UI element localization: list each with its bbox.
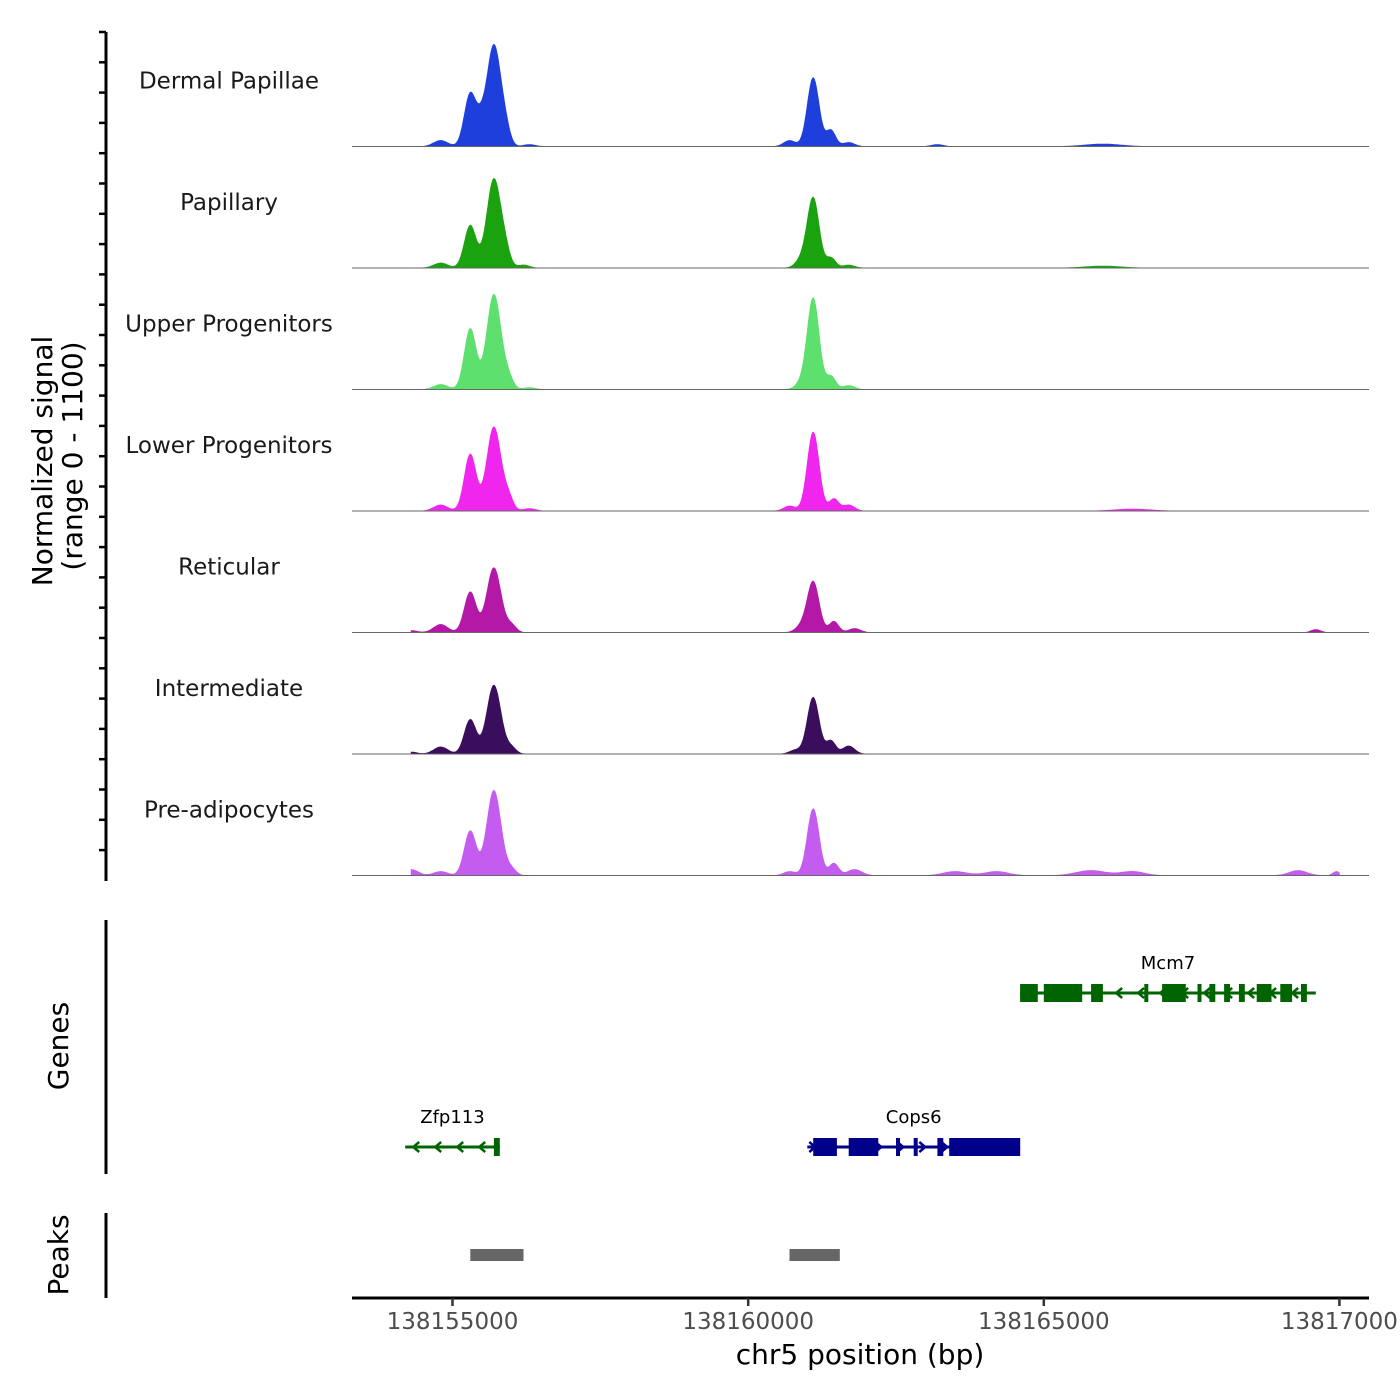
track-label: Reticular [178,555,280,581]
peaks-panel: Peaks [42,1213,840,1298]
coverage-y-ticks [99,30,106,852]
coverage-signal-area [411,426,1340,512]
coverage-track: Dermal Papillae [139,43,1369,147]
gene-exon [1144,984,1149,1002]
genes-panel: Genes Mcm7 Zfp113 Cops6 [42,920,1316,1174]
track-label: Dermal Papillae [139,69,319,95]
track-label: Lower Progenitors [126,433,333,459]
gene-exon [1162,984,1186,1002]
x-tick-label: 13817000 [1281,1309,1398,1335]
x-axis: 138155000 138160000 138165000 13817000 chr5… [352,1296,1398,1371]
peaks-y-axis-label: Peaks [42,1214,75,1295]
gene-exon [896,1138,900,1156]
gene-exon [913,1138,918,1156]
gene-exon [813,1138,837,1156]
coverage-y-axis-label-line1: Normalized signal [26,336,59,587]
coverage-panel: Normalized signal (range 0 - 1100) Derma… [26,30,1369,881]
coverage-y-axis-label-line2: (range 0 - 1100) [56,341,89,570]
gene-exon [1301,984,1307,1002]
x-tick-label: 138155000 [387,1309,519,1335]
gene-exon [493,1138,500,1156]
strand-arrow [1136,987,1145,999]
track-label: Papillary [180,190,278,216]
gene-exon [1224,984,1230,1002]
gene-model: Mcm7 [1020,953,1316,1002]
coverage-track: Upper Progenitors [125,293,1369,390]
gene-exon [1256,984,1272,1002]
track-label: Upper Progenitors [125,312,333,338]
strand-arrow [1114,987,1123,999]
gene-exon [949,1138,1021,1156]
x-tick-label: 138165000 [978,1309,1110,1335]
strand-arrow [455,1141,465,1153]
coverage-signal-area [411,178,1340,269]
track-label: Pre-adipocytes [144,798,314,824]
coverage-track: Papillary [180,178,1369,269]
coverage-signal-area [410,684,1340,755]
strand-arrow [1290,987,1299,999]
x-ticks: 138155000 138160000 138165000 13817000 [387,1298,1398,1335]
gene-exon [848,1138,879,1156]
gene-model: Cops6 [807,1107,1021,1156]
coverage-track: Reticular [178,555,1369,633]
gene-models: Mcm7 Zfp113 Cops6 [405,953,1316,1156]
gene-model: Zfp113 [405,1107,500,1156]
strand-arrow [1246,987,1255,999]
strand-arrow [918,1141,928,1153]
genes-y-axis-label: Genes [42,1002,75,1090]
peak-region [470,1249,524,1261]
coverage-signal-area [410,567,1340,633]
track-label: Intermediate [155,676,303,702]
gene-exon [1280,984,1293,1002]
strand-arrow [1202,987,1211,999]
coverage-signal-area [411,43,1340,147]
strand-arrow [477,1141,487,1153]
gene-exon [1091,984,1103,1002]
gene-exon [1020,984,1038,1002]
coverage-track: Intermediate [155,676,1369,755]
x-axis-label: chr5 position (bp) [736,1338,985,1371]
coverage-tracks: Dermal Papillae Papillary Upper Progenitor… [125,43,1369,876]
gene-exon [1043,984,1083,1002]
gene-label: Zfp113 [420,1107,484,1128]
strand-arrow [433,1141,443,1153]
coverage-track: Pre-adipocytes [144,790,1369,876]
gene-exon [1197,984,1202,1002]
coverage-signal-area [411,293,1340,390]
coverage-track: Lower Progenitors [126,426,1369,512]
peak-region [789,1249,840,1261]
gene-exon [1238,984,1245,1002]
gene-label: Cops6 [886,1107,942,1128]
strand-arrow [411,1141,421,1153]
coverage-signal-area [410,790,1340,876]
x-tick-label: 138160000 [682,1309,814,1335]
gene-exon [1209,984,1216,1002]
gene-exon [937,1138,944,1156]
gene-label: Mcm7 [1141,953,1195,974]
peak-regions [470,1249,840,1261]
